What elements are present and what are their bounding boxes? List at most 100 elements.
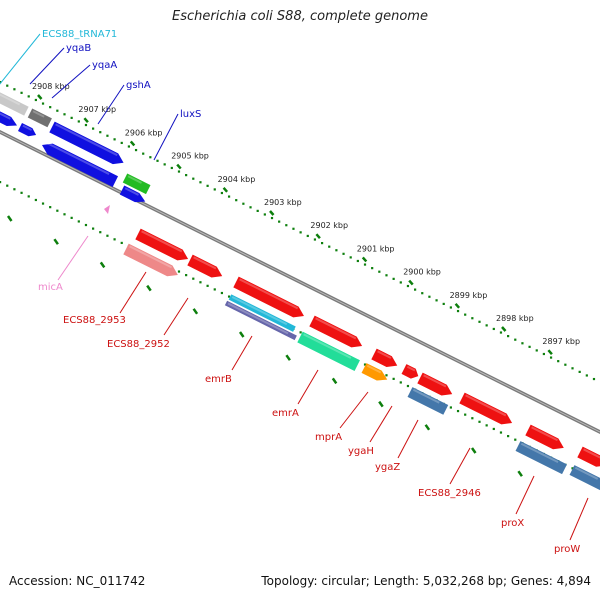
upper-tick-track-dot (270, 216, 274, 220)
lower-tick-track-dot (213, 288, 216, 291)
lower-major-tick (53, 238, 59, 245)
upper-tick-track-dot (285, 224, 288, 227)
gene-mprA-arrow (371, 348, 398, 367)
lower-tick-track-dot (478, 420, 481, 423)
upper-tick-track-dot (213, 188, 216, 191)
upper-tick-track-dot (421, 292, 424, 295)
upper-tick-track-dot (549, 356, 553, 359)
lower-major-tick (331, 377, 338, 385)
gene-label: yqaA (92, 60, 117, 71)
lower-major-tick (424, 424, 431, 431)
gene-emrB-cyan-block-shine (231, 296, 288, 326)
upper-tick-track-dot (235, 199, 238, 202)
lower-tick-track-dot (49, 206, 52, 209)
upper-tick-track-dot (199, 181, 202, 184)
upper-tick-track-dot (564, 363, 567, 366)
kbp-tick-label: 2902 kbp (310, 221, 348, 230)
upper-tick-track-dot (399, 281, 402, 284)
upper-tick-track-dot (406, 284, 410, 288)
upper-tick-track-dot (20, 91, 23, 94)
lower-tick-track-dot (70, 216, 73, 219)
gene-label-leader-line (51, 64, 91, 99)
kbp-tick-mark (176, 163, 182, 170)
upper-tick-track-dot (363, 263, 367, 266)
upper-tick-track-dot (6, 84, 9, 87)
lower-tick-track-dot (220, 291, 224, 295)
gene-label-leader-line (449, 447, 471, 485)
upper-tick-track-dot (328, 245, 331, 248)
gene-ECS88_2946-arrow (459, 392, 513, 425)
kbp-tick-label: 2906 kbp (125, 128, 163, 137)
gene-label-leader-line (57, 235, 89, 281)
upper-tick-track-dot (464, 313, 467, 316)
gene-emrB-purple-block (224, 300, 297, 341)
lower-tick-track-dot (492, 427, 495, 431)
upper-tick-track-dot (306, 234, 309, 238)
upper-tick-track-dot (335, 249, 338, 252)
lower-major-tick (146, 284, 152, 292)
gene-unnamed-1-arrow (187, 254, 223, 278)
gene-emrA-teal-block (297, 331, 360, 371)
kbp-tick-label: 2898 kbp (496, 314, 534, 323)
lower-tick-track-dot (41, 202, 45, 205)
gene-luxS-block (122, 173, 151, 195)
gene-gshA-lower-arrow-shine (45, 141, 110, 175)
gene-label: proW (554, 544, 580, 555)
gene-luxS-block-shine (127, 175, 142, 184)
gene-gshA-arrow (49, 121, 124, 165)
gene-luxS-arrow-shine (124, 187, 139, 196)
gene-yqaB-arrow-shine (0, 112, 11, 120)
upper-tick-track-dot (385, 274, 388, 277)
upper-tick-track-dot (56, 109, 59, 112)
upper-tick-track-dot (320, 241, 324, 245)
gene-yqaA-arrow (17, 122, 37, 137)
upper-tick-track-dot (485, 324, 488, 327)
gene-luxS-arrow (119, 185, 146, 203)
gene-ECS88_2946-arrow-shine (465, 394, 507, 417)
gene-label: proX (501, 518, 524, 529)
upper-tick-track-dot (263, 213, 266, 216)
upper-tick-track-dot (27, 95, 30, 98)
upper-tick-track-dot (99, 131, 102, 134)
gene-label-leader-line (515, 475, 535, 515)
lower-tick-track-dot (120, 241, 123, 245)
upper-tick-track-dot (206, 184, 209, 187)
gene-label-leader-line (297, 369, 319, 405)
upper-tick-track-dot (392, 277, 395, 280)
kbp-tick-label: 2901 kbp (357, 244, 395, 253)
gene-label-leader-line (339, 391, 369, 429)
gene-label-leader-line (569, 497, 589, 541)
lower-tick-track-dot (514, 438, 517, 441)
lower-major-tick (470, 447, 477, 454)
upper-tick-track-dot (507, 335, 510, 338)
topology-text: Topology: circular; Length: 5,032,268 bp… (261, 574, 591, 588)
lower-tick-track-dot (56, 209, 59, 212)
kbp-tick-mark (501, 326, 507, 332)
upper-tick-track-dot (571, 367, 574, 370)
lower-tick-track-dot (299, 331, 302, 334)
accession-text: Accession: NC_011742 (9, 574, 146, 588)
kbp-tick-mark (129, 140, 136, 147)
gene-label: micA (38, 282, 63, 293)
upper-tick-track-dot (34, 98, 37, 102)
kbp-tick-label: 2907 kbp (78, 105, 116, 114)
lower-major-tick (192, 308, 199, 315)
gene-unnamed-1-arrow-shine (193, 256, 217, 270)
gene-ygaH-arrow (361, 363, 388, 381)
upper-tick-track-dot (278, 220, 281, 223)
upper-tick-track-dot (84, 123, 88, 127)
lower-tick-track-dot (63, 213, 66, 216)
kbp-tick-label: 2908 kbp (32, 82, 70, 91)
lower-tick-track-dot (206, 284, 209, 287)
gene-emrB-purple-block-shine (227, 302, 289, 335)
upper-tick-track-dot (92, 127, 95, 130)
upper-tick-track-dot (163, 163, 166, 166)
gene-label: ECS88_2952 (107, 339, 170, 350)
gene-label-leader-line (97, 84, 125, 125)
kbp-tick-mark (37, 94, 43, 100)
upper-tick-track-dot (492, 327, 495, 331)
gene-emrA-arrow-shine (315, 317, 357, 340)
gene-label-leader-line (369, 405, 393, 443)
upper-tick-track-dot (242, 202, 245, 205)
